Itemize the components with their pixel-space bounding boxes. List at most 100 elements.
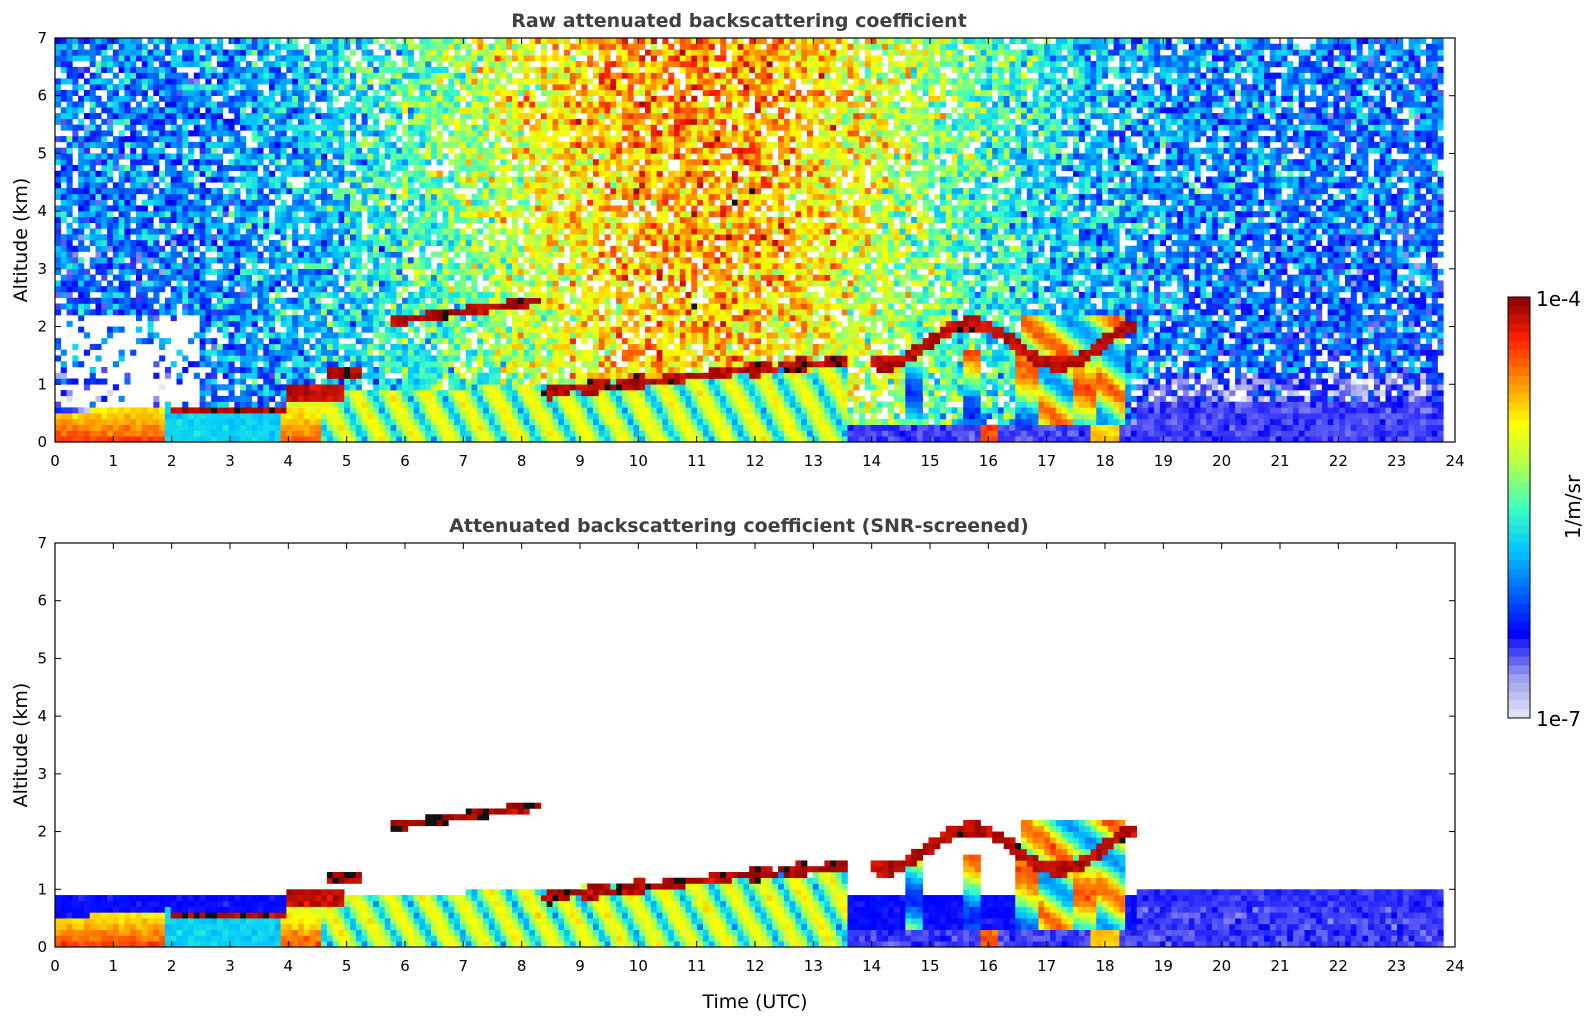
heatmap-cell — [465, 66, 472, 73]
heatmap-cell — [176, 72, 183, 79]
heatmap-cell — [274, 343, 281, 350]
heatmap-cell — [378, 274, 386, 281]
heatmap-cell — [367, 72, 374, 79]
heatmap-cell — [251, 113, 258, 120]
heatmap-cell — [60, 263, 67, 270]
heatmap-cell — [344, 113, 351, 120]
heatmap-cell — [234, 72, 241, 79]
heatmap-cell — [274, 286, 281, 293]
heatmap-cell — [193, 170, 200, 177]
heatmap-cell — [436, 291, 443, 299]
heatmap-cell — [211, 286, 218, 293]
heatmap-cell — [500, 257, 507, 264]
heatmap-cell — [378, 43, 386, 50]
heatmap-cell — [95, 280, 102, 287]
heatmap-cell — [292, 303, 299, 310]
heatmap-cell — [297, 164, 305, 172]
heatmap-cell — [240, 222, 247, 229]
heatmap-cell — [523, 49, 530, 56]
heatmap-cell — [205, 205, 212, 212]
heatmap-cell — [546, 78, 553, 85]
heatmap-cell — [407, 315, 414, 322]
heatmap-cell — [309, 378, 316, 385]
heatmap-cell — [494, 136, 501, 143]
heatmap-cell — [529, 176, 536, 183]
heatmap-cell — [240, 101, 247, 108]
heatmap-cell — [436, 66, 443, 73]
heatmap-cell — [251, 309, 258, 316]
heatmap-cell — [321, 153, 328, 160]
heatmap-cell — [147, 222, 154, 229]
heatmap-cell — [112, 286, 119, 293]
heatmap-cell — [413, 430, 420, 437]
heatmap-cell — [390, 326, 397, 333]
heatmap-cell — [297, 395, 305, 402]
heatmap-cell — [292, 309, 299, 316]
heatmap-cell — [326, 418, 333, 425]
heatmap-cell — [350, 216, 357, 223]
heatmap-cell — [436, 274, 443, 281]
heatmap-cell — [488, 413, 495, 420]
heatmap-cell — [338, 188, 345, 195]
heatmap-cell — [263, 199, 270, 206]
heatmap-cell — [511, 326, 519, 333]
heatmap-cell — [402, 297, 409, 304]
heatmap-cell — [72, 268, 79, 275]
heatmap-cell — [511, 55, 519, 62]
heatmap-cell — [425, 107, 432, 114]
heatmap-cell — [280, 286, 287, 293]
heatmap-cell — [361, 205, 368, 212]
heatmap-cell — [292, 372, 299, 379]
heatmap-cell — [511, 280, 519, 287]
heatmap-cell — [355, 89, 362, 97]
heatmap-cell — [280, 263, 287, 270]
heatmap-cell — [124, 309, 131, 316]
heatmap-cell — [95, 136, 102, 143]
heatmap-cell — [205, 113, 212, 120]
heatmap-cell — [118, 66, 125, 73]
heatmap-cell — [182, 436, 189, 443]
heatmap-cell — [141, 430, 148, 437]
heatmap-cell — [141, 107, 148, 114]
heatmap-cell — [182, 240, 189, 247]
heatmap-cell — [506, 407, 513, 414]
heatmap-cell — [431, 182, 438, 189]
heatmap-cell — [390, 263, 397, 270]
heatmap-cell — [436, 297, 443, 304]
heatmap-cell — [367, 153, 374, 160]
heatmap-cell — [89, 297, 96, 304]
heatmap-cell — [413, 130, 420, 137]
heatmap-cell — [535, 216, 542, 223]
heatmap-cell — [483, 384, 490, 391]
heatmap-cell — [500, 211, 507, 218]
heatmap-cell — [326, 268, 333, 275]
heatmap-cell — [101, 107, 108, 114]
heatmap-cell — [269, 320, 276, 327]
heatmap-cell — [471, 78, 478, 85]
heatmap-cell — [448, 274, 455, 281]
heatmap-cell — [89, 228, 96, 235]
heatmap-cell — [101, 257, 108, 264]
heatmap-cell — [419, 320, 426, 327]
heatmap-cell — [350, 303, 357, 310]
heatmap-cell — [292, 401, 299, 408]
heatmap-cell — [257, 182, 264, 189]
heatmap-cell — [211, 234, 218, 241]
heatmap-cell — [384, 413, 391, 420]
heatmap-cell — [193, 280, 200, 287]
heatmap-cell — [390, 366, 397, 374]
heatmap-cell — [396, 222, 403, 229]
heatmap-cell — [269, 89, 276, 97]
heatmap-cell — [245, 199, 252, 206]
heatmap-cell — [280, 257, 287, 264]
heatmap-cell — [546, 355, 553, 362]
heatmap-cell — [315, 107, 322, 114]
heatmap-cell — [292, 159, 299, 166]
heatmap-cell — [523, 153, 530, 160]
heatmap-cell — [425, 361, 432, 368]
heatmap-cell — [355, 205, 362, 212]
heatmap-cell — [378, 315, 386, 322]
heatmap-cell — [552, 361, 559, 368]
heatmap-cell — [540, 147, 547, 154]
heatmap-cell — [251, 95, 258, 102]
